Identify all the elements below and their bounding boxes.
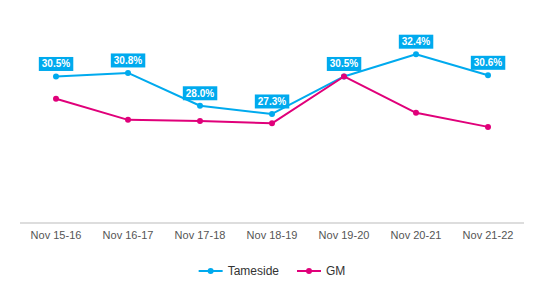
series-line <box>56 54 488 114</box>
data-label-box <box>39 57 73 71</box>
x-tick-label: Nov 21-22 <box>463 229 514 241</box>
data-label-box <box>399 35 433 49</box>
data-label-box <box>255 94 289 108</box>
data-label-box <box>183 86 217 100</box>
data-label-text: 28.0% <box>186 88 214 99</box>
data-label: 30.8% <box>111 53 145 67</box>
point <box>125 70 131 76</box>
x-tick-label: Nov 15-16 <box>31 229 82 241</box>
point <box>485 124 491 130</box>
point <box>341 73 347 79</box>
data-label-text: 27.3% <box>258 96 286 107</box>
data-label-text: 32.4% <box>402 36 430 47</box>
data-label: 30.5% <box>327 57 361 71</box>
point <box>53 73 59 79</box>
legend-marker <box>208 268 214 274</box>
x-tick-labels: Nov 15-16 Nov 16-17 Nov 17-18 Nov 18-19 Nov … <box>31 229 514 241</box>
point <box>269 111 275 117</box>
legend-label: Tameside <box>228 264 280 278</box>
legend: Tameside GM <box>199 264 346 278</box>
data-label-text: 30.6% <box>474 57 502 68</box>
point <box>341 73 347 79</box>
data-label-text: 30.5% <box>330 58 358 69</box>
data-label-box <box>327 57 361 71</box>
point <box>197 118 203 124</box>
data-label: 28.0% <box>183 86 217 100</box>
legend-item: Tameside <box>199 264 280 278</box>
data-label-box <box>111 53 145 67</box>
data-label-box <box>471 56 505 70</box>
data-label: 30.5% <box>39 57 73 71</box>
x-tick-label: Nov 19-20 <box>319 229 370 241</box>
plot-area <box>53 51 491 130</box>
data-labels: 30.5% 30.8% 28.0% 27.3% 30.5% 32.4% 30.6% <box>39 35 505 109</box>
legend-marker <box>306 268 312 274</box>
x-tick-label: Nov 16-17 <box>103 229 154 241</box>
data-label: 30.6% <box>471 56 505 70</box>
legend-item: GM <box>297 264 345 278</box>
point <box>485 72 491 78</box>
x-tick-label: Nov 17-18 <box>175 229 226 241</box>
x-tick-label: Nov 18-19 <box>247 229 298 241</box>
point <box>197 103 203 109</box>
point <box>53 96 59 102</box>
chart: Nov 15-16 Nov 16-17 Nov 17-18 Nov 18-19 Nov … <box>0 0 544 293</box>
x-axis-line <box>20 223 524 224</box>
data-label-text: 30.8% <box>114 55 142 66</box>
data-label: 27.3% <box>255 94 289 108</box>
data-label: 32.4% <box>399 35 433 49</box>
point <box>269 120 275 126</box>
point <box>413 51 419 57</box>
series-line <box>56 76 488 126</box>
point <box>125 117 131 123</box>
x-tick-label: Nov 20-21 <box>391 229 442 241</box>
legend-label: GM <box>326 264 345 278</box>
point <box>413 110 419 116</box>
data-label-text: 30.5% <box>42 58 70 69</box>
